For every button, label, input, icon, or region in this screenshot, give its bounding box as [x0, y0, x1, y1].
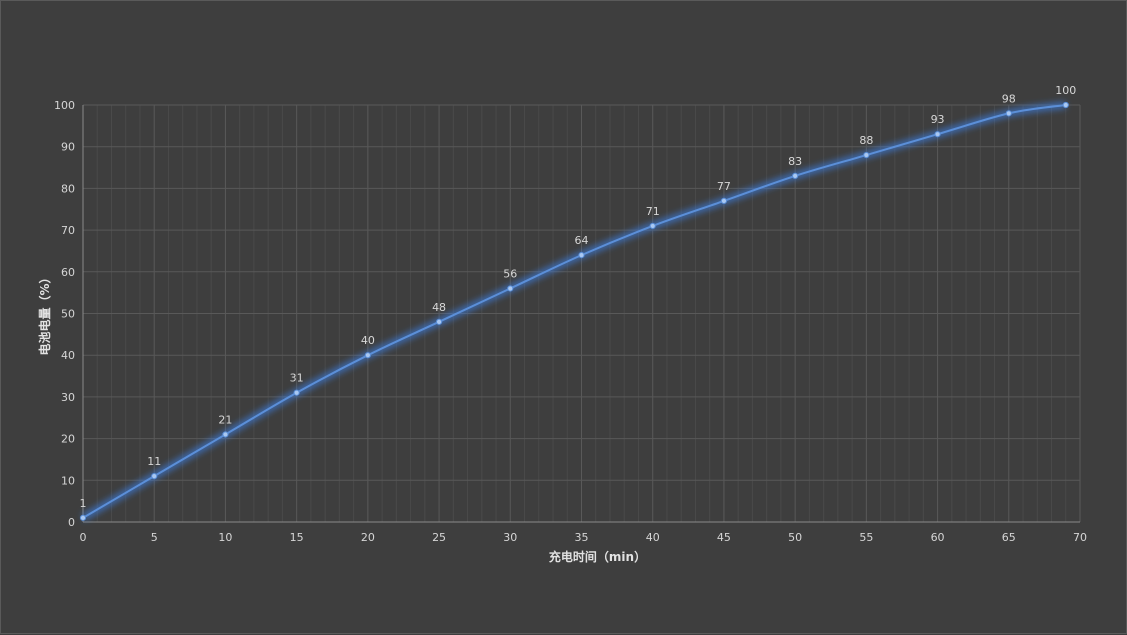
data-label: 93 [931, 113, 945, 126]
data-label: 56 [503, 267, 517, 280]
data-point [649, 222, 656, 230]
data-point [293, 389, 300, 396]
data-label: 48 [432, 301, 446, 314]
y-tick-label: 60 [61, 266, 75, 279]
data-point [792, 172, 799, 179]
series-line [82, 104, 1066, 519]
x-tick-label: 45 [717, 531, 731, 544]
data-point [435, 318, 443, 325]
data-point [79, 514, 87, 521]
data-label: 88 [859, 134, 873, 147]
y-tick-label: 100 [54, 99, 75, 112]
data-label: 83 [788, 155, 802, 168]
data-label: 77 [717, 180, 731, 193]
axes: 0 5 10 15 20 25 30 35 40 45 50 55 60 65 70 0 10 20 30 40 50 6… [54, 99, 1087, 544]
y-tick-label: 40 [61, 349, 75, 362]
data-point [151, 473, 158, 480]
data-point [578, 252, 585, 259]
series-line-glow [81, 101, 1067, 521]
x-tick-label: 30 [503, 531, 517, 544]
data-label: 71 [646, 205, 660, 218]
data-point [863, 151, 870, 159]
data-point [222, 431, 229, 438]
grid [82, 104, 1081, 523]
data-label: 11 [147, 455, 161, 468]
x-axis-title: 充电时间（min） [549, 549, 646, 564]
x-tick-label: 65 [1002, 531, 1016, 544]
data-point [934, 131, 941, 138]
y-tick-label: 30 [61, 391, 75, 404]
data-label: 64 [575, 234, 589, 247]
data-point [364, 352, 371, 359]
x-tick-label: 10 [218, 531, 232, 544]
y-tick-label: 20 [61, 433, 75, 446]
x-tick-label: 25 [432, 531, 446, 544]
x-tick-label: 70 [1073, 531, 1087, 544]
data-point [1005, 110, 1012, 117]
data-label: 40 [361, 334, 375, 347]
data-label: 31 [290, 372, 304, 385]
x-tick-label: 5 [151, 531, 158, 544]
y-tick-label: 50 [61, 308, 75, 321]
data-label: 1 [80, 497, 87, 510]
x-tick-label: 55 [859, 531, 873, 544]
x-tick-label: 50 [788, 531, 802, 544]
x-tick-label: 15 [290, 531, 304, 544]
data-label: 98 [1002, 92, 1016, 105]
data-point [720, 197, 728, 205]
y-tick-label: 10 [61, 474, 75, 487]
y-axis-title: 电池电量（%） [37, 271, 52, 355]
y-tick-label: 70 [61, 224, 75, 237]
y-tick-label: 80 [61, 182, 75, 195]
data-point [507, 285, 514, 292]
x-tick-label: 40 [646, 531, 660, 544]
x-tick-label: 60 [931, 531, 945, 544]
y-tick-label: 0 [68, 516, 75, 529]
data-label: 21 [218, 413, 232, 426]
series-layer [79, 101, 1069, 521]
x-tick-label: 20 [361, 531, 375, 544]
x-tick-label: 35 [575, 531, 589, 544]
data-label: 100 [1055, 84, 1076, 97]
data-point [1062, 101, 1069, 109]
y-tick-label: 90 [61, 141, 75, 154]
x-tick-label: 0 [80, 531, 87, 544]
